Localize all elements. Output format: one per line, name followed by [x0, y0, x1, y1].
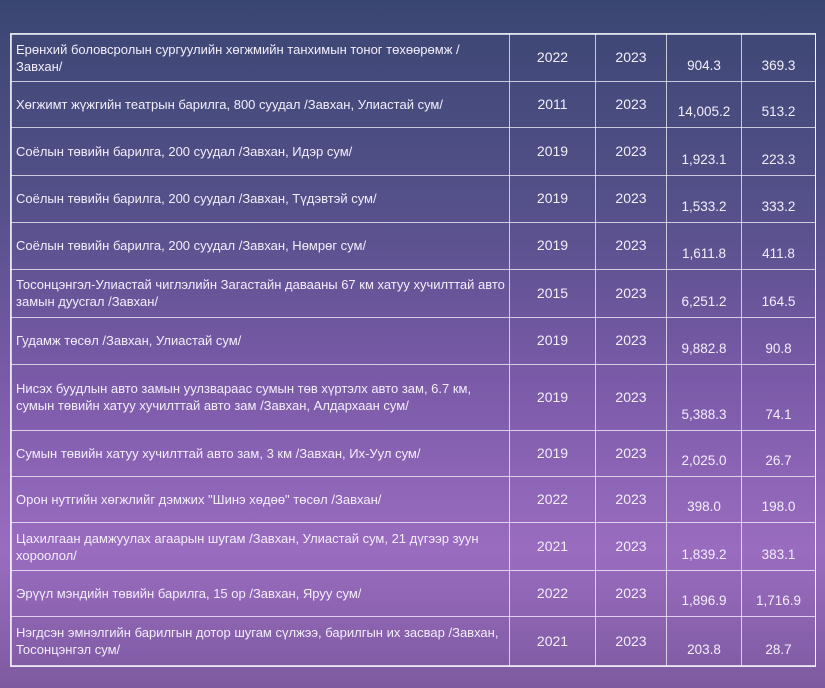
table-row: Ерөнхий боловсролын сургуулийн хөгжмийн … [11, 34, 816, 82]
start-year-cell: 2015 [509, 268, 596, 319]
project-name-cell: Эрүүл мэндийн төвийн барилга, 15 ор /Зав… [11, 569, 510, 618]
total-cost-cell: 1,923.1 [666, 127, 742, 176]
total-cost-cell: 904.3 [666, 34, 742, 82]
end-year-cell: 2023 [595, 174, 667, 224]
total-cost-cell: 203.8 [666, 616, 742, 666]
amount-cell: 369.3 [741, 34, 816, 82]
table-row: Соёлын төвийн барилга, 200 суудал /Завха… [11, 222, 816, 270]
end-year-cell: 2023 [595, 522, 667, 571]
table-row: Цахилгаан дамжуулах агаарын шугам /Завха… [11, 522, 816, 571]
end-year-cell: 2023 [595, 127, 667, 176]
project-name-cell: Гудамж төсөл /Завхан, Улиастай сум/ [11, 317, 510, 365]
table-row: Орон нутгийн хөгжлийг дэмжих "Шинэ хөдөө… [11, 475, 816, 524]
projects-table: Ерөнхий боловсролын сургуулийн хөгжмийн … [11, 34, 816, 666]
table-row: Эрүүл мэндийн төвийн барилга, 15 ор /Зав… [11, 569, 816, 618]
total-cost-cell: 1,611.8 [666, 222, 742, 270]
amount-cell: 333.2 [741, 174, 816, 224]
table-row: Нисэх буудлын авто замын уулзвараас сумы… [11, 363, 816, 432]
project-name-cell: Орон нутгийн хөгжлийг дэмжих "Шинэ хөдөө… [11, 475, 510, 524]
projects-table-frame: Ерөнхий боловсролын сургуулийн хөгжмийн … [10, 33, 816, 667]
start-year-cell: 2019 [509, 222, 596, 270]
amount-cell: 1,716.9 [741, 569, 816, 618]
amount-cell: 223.3 [741, 127, 816, 176]
end-year-cell: 2023 [595, 34, 667, 82]
end-year-cell: 2023 [595, 222, 667, 270]
total-cost-cell: 9,882.8 [666, 317, 742, 365]
amount-cell: 26.7 [741, 430, 816, 477]
table-row: Соёлын төвийн барилга, 200 суудал /Завха… [11, 174, 816, 224]
start-year-cell: 2022 [509, 475, 596, 524]
amount-cell: 513.2 [741, 80, 816, 129]
table-row: Соёлын төвийн барилга, 200 суудал /Завха… [11, 127, 816, 176]
project-name-cell: Хөгжимт жүжгийн театрын барилга, 800 суу… [11, 80, 510, 129]
start-year-cell: 2019 [509, 317, 596, 365]
amount-cell: 411.8 [741, 222, 816, 270]
total-cost-cell: 2,025.0 [666, 430, 742, 477]
end-year-cell: 2023 [595, 268, 667, 319]
project-name-cell: Соёлын төвийн барилга, 200 суудал /Завха… [11, 222, 510, 270]
table-row: Гудамж төсөл /Завхан, Улиастай сум/2019 2… [11, 317, 816, 365]
project-name-cell: Тосонцэнгэл-Улиастай чиглэлийн Загастайн… [11, 268, 510, 319]
total-cost-cell: 6,251.2 [666, 268, 742, 319]
start-year-cell: 2019 [509, 127, 596, 176]
end-year-cell: 2023 [595, 569, 667, 618]
start-year-cell: 2019 [509, 363, 596, 432]
end-year-cell: 2023 [595, 317, 667, 365]
start-year-cell: 2021 [509, 616, 596, 666]
project-name-cell: Нисэх буудлын авто замын уулзвараас сумы… [11, 363, 510, 432]
amount-cell: 383.1 [741, 522, 816, 571]
start-year-cell: 2022 [509, 34, 596, 82]
amount-cell: 28.7 [741, 616, 816, 666]
table-row: Тосонцэнгэл-Улиастай чиглэлийн Загастайн… [11, 268, 816, 319]
table-row: Сумын төвийн хатуу хучилттай авто зам, 3… [11, 430, 816, 477]
project-name-cell: Соёлын төвийн барилга, 200 суудал /Завха… [11, 174, 510, 224]
project-name-cell: Соёлын төвийн барилга, 200 суудал /Завха… [11, 127, 510, 176]
start-year-cell: 2011 [509, 80, 596, 129]
amount-cell: 90.8 [741, 317, 816, 365]
project-name-cell: Сумын төвийн хатуу хучилттай авто зам, 3… [11, 430, 510, 477]
start-year-cell: 2022 [509, 569, 596, 618]
end-year-cell: 2023 [595, 475, 667, 524]
total-cost-cell: 1,533.2 [666, 174, 742, 224]
total-cost-cell: 5,388.3 [666, 363, 742, 432]
end-year-cell: 2023 [595, 430, 667, 477]
amount-cell: 164.5 [741, 268, 816, 319]
amount-cell: 198.0 [741, 475, 816, 524]
start-year-cell: 2019 [509, 430, 596, 477]
project-name-cell: Нэгдсэн эмнэлгийн барилгын дотор шугам с… [11, 616, 510, 666]
table-row: Хөгжимт жүжгийн театрын барилга, 800 суу… [11, 80, 816, 129]
start-year-cell: 2019 [509, 174, 596, 224]
project-name-cell: Ерөнхий боловсролын сургуулийн хөгжмийн … [11, 34, 510, 82]
projects-table-body: Ерөнхий боловсролын сургуулийн хөгжмийн … [11, 34, 816, 666]
total-cost-cell: 1,839.2 [666, 522, 742, 571]
total-cost-cell: 398.0 [666, 475, 742, 524]
table-row: Нэгдсэн эмнэлгийн барилгын дотор шугам с… [11, 616, 816, 666]
total-cost-cell: 1,896.9 [666, 569, 742, 618]
start-year-cell: 2021 [509, 522, 596, 571]
end-year-cell: 2023 [595, 80, 667, 129]
amount-cell: 74.1 [741, 363, 816, 432]
end-year-cell: 2023 [595, 363, 667, 432]
end-year-cell: 2023 [595, 616, 667, 666]
total-cost-cell: 14,005.2 [666, 80, 742, 129]
project-name-cell: Цахилгаан дамжуулах агаарын шугам /Завха… [11, 522, 510, 571]
